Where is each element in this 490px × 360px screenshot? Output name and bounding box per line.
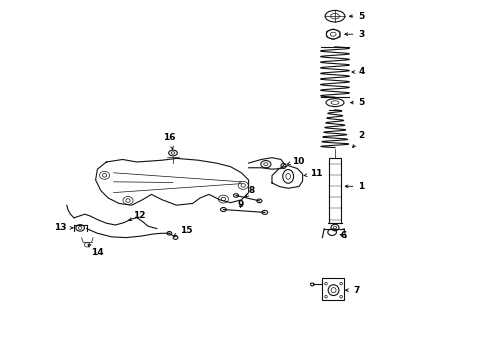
Text: 10: 10 [287, 157, 305, 166]
Text: 14: 14 [88, 244, 103, 257]
Text: 7: 7 [345, 286, 359, 294]
Text: 15: 15 [174, 226, 193, 236]
Text: 3: 3 [345, 30, 365, 39]
Text: 1: 1 [345, 182, 365, 191]
Text: 5: 5 [350, 98, 365, 107]
Text: 6: 6 [340, 231, 346, 240]
Text: 13: 13 [54, 223, 73, 233]
Text: 12: 12 [129, 211, 145, 220]
Text: 9: 9 [238, 200, 244, 209]
Text: 16: 16 [163, 133, 175, 149]
Text: 11: 11 [304, 169, 322, 178]
Text: 8: 8 [246, 186, 255, 197]
Text: 2: 2 [353, 131, 365, 148]
Text: 5: 5 [349, 12, 365, 21]
Text: 4: 4 [352, 68, 365, 77]
